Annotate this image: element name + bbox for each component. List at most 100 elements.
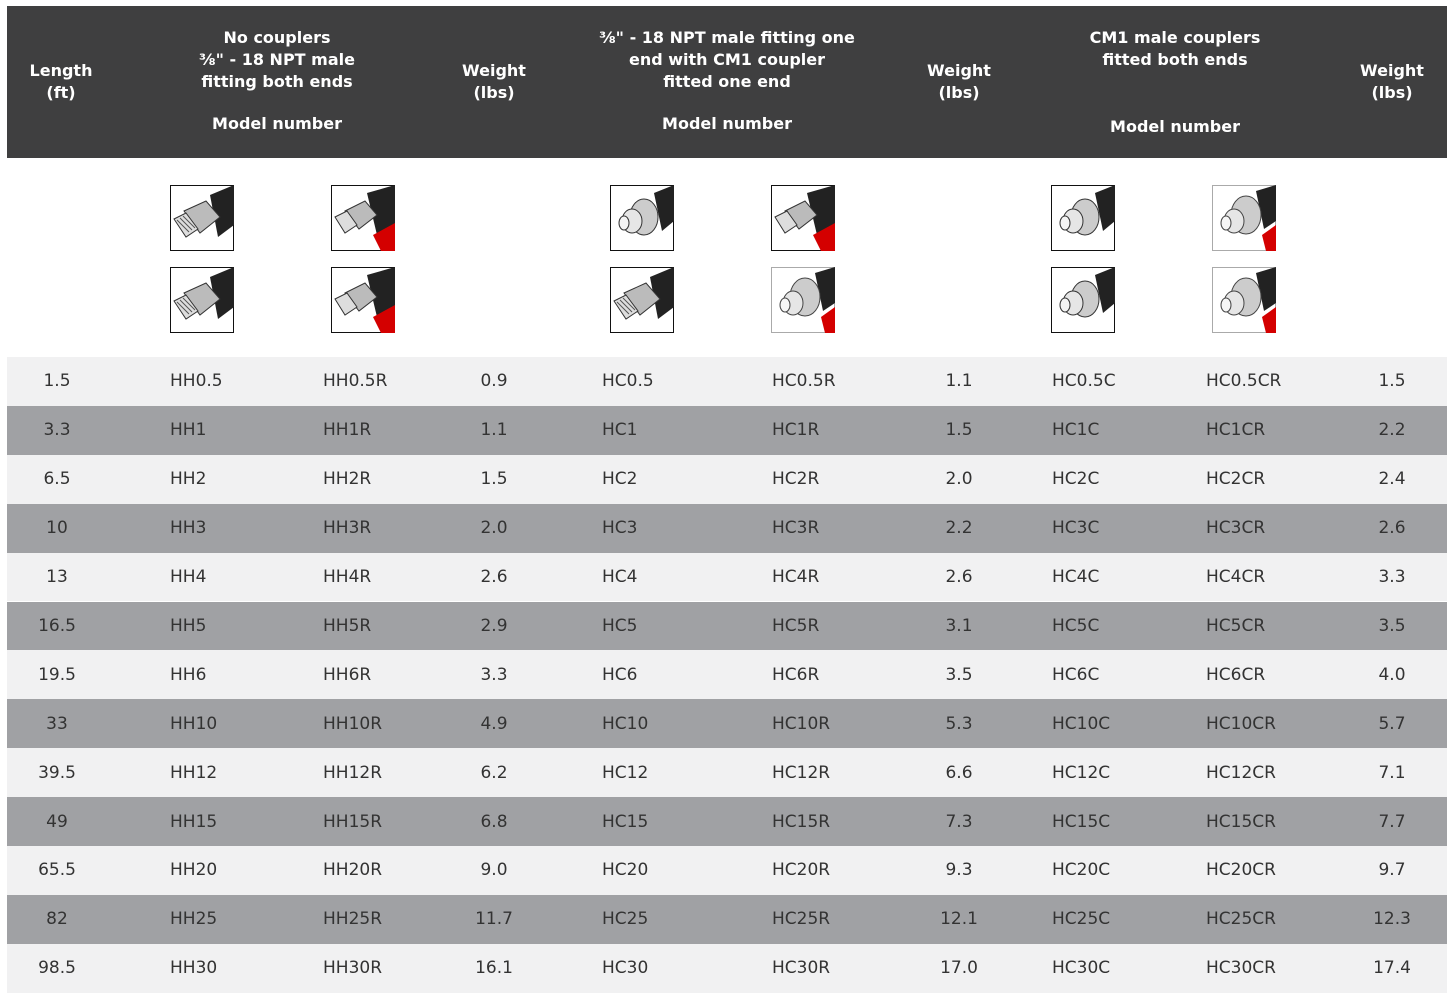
- table-cell: HH0.5: [170, 371, 223, 392]
- group-title: fitting both ends: [201, 72, 353, 91]
- group-subtitle: Model number: [212, 114, 342, 133]
- header-bar: [7, 6, 1447, 158]
- table-cell: 2.9: [480, 615, 508, 636]
- table-cell: HC0.5C: [1052, 371, 1116, 392]
- group-title: end with CM1 coupler: [628, 50, 826, 69]
- icon: [1051, 185, 1115, 251]
- icon: [771, 185, 835, 251]
- table-cell: 1.1: [945, 371, 973, 392]
- table-cell: HC20C: [1052, 860, 1111, 881]
- table-cell: HH5R: [323, 615, 372, 636]
- table-cell: HC3C: [1052, 518, 1100, 539]
- icon: [1212, 267, 1276, 333]
- table-cell: 2.0: [480, 518, 508, 539]
- table-row: [7, 797, 1447, 846]
- table-row: [7, 454, 1447, 504]
- icon: [331, 267, 395, 333]
- table-cell: HH1R: [323, 420, 372, 441]
- table-cell: HC20R: [772, 860, 831, 881]
- table-cell: 3.3: [480, 664, 508, 685]
- table-cell: HC5CR: [1206, 615, 1266, 636]
- table-cell: HC1R: [772, 420, 820, 441]
- table-cell: HH20R: [323, 860, 383, 881]
- table-cell: 65.5: [38, 860, 76, 881]
- table-cell: HH0.5R: [323, 371, 388, 392]
- table-cell: 4.9: [480, 713, 508, 734]
- table-cell: 2.2: [945, 518, 973, 539]
- table-cell: HC4C: [1052, 567, 1100, 588]
- table-cell: 6.8: [480, 811, 508, 832]
- table-cell: HH20: [170, 860, 218, 881]
- table-cell: HH3: [170, 518, 207, 539]
- table-cell: HC0.5: [602, 371, 654, 392]
- table-cell: HC10C: [1052, 713, 1111, 734]
- column-header: Weight: [927, 61, 991, 80]
- table-cell: HC12: [602, 762, 649, 783]
- table-cell: HC25: [602, 909, 649, 930]
- table-cell: HC6R: [772, 664, 820, 685]
- group-title: CM1 male couplers: [1089, 28, 1261, 47]
- table-cell: 9.3: [945, 860, 973, 881]
- table-cell: 98.5: [38, 958, 76, 979]
- table-cell: HH25R: [323, 909, 383, 930]
- table-cell: HC4: [602, 567, 638, 588]
- table-cell: HC30: [602, 958, 649, 979]
- table-cell: HC15: [602, 811, 649, 832]
- table-cell: HC12CR: [1206, 762, 1276, 783]
- table-cell: HH1: [170, 420, 207, 441]
- table-cell: 1.1: [480, 420, 508, 441]
- group-title: ⅜" - 18 NPT male: [199, 50, 355, 69]
- table-cell: 1.5: [1378, 371, 1406, 392]
- table-cell: 3.3: [43, 420, 71, 441]
- table-cell: HC2R: [772, 469, 820, 490]
- icon: [170, 185, 234, 251]
- table-cell: HC20: [602, 860, 649, 881]
- table-cell: HC20CR: [1206, 860, 1276, 881]
- table-cell: 9.0: [480, 860, 508, 881]
- table-cell: HC25C: [1052, 909, 1111, 930]
- group-subtitle: Model number: [662, 114, 792, 133]
- table-cell: 19.5: [38, 664, 76, 685]
- table-row: [7, 357, 1447, 406]
- table-cell: HH10R: [323, 713, 383, 734]
- table-row: [7, 503, 1447, 553]
- table-row: [7, 405, 1447, 455]
- table-row: [7, 894, 1447, 944]
- table-row: [7, 748, 1447, 798]
- table-cell: 3.1: [945, 615, 973, 636]
- table-cell: HC15C: [1052, 811, 1111, 832]
- table-cell: HC5C: [1052, 615, 1100, 636]
- table-cell: HH10: [170, 713, 218, 734]
- table-cell: HH4: [170, 567, 207, 588]
- table-cell: HC30CR: [1206, 958, 1276, 979]
- table-cell: 3.5: [945, 664, 973, 685]
- table-cell: HC1C: [1052, 420, 1100, 441]
- table-cell: HH6: [170, 664, 207, 685]
- table-cell: HC6CR: [1206, 664, 1266, 685]
- table-cell: 10: [46, 518, 68, 539]
- icon: [1212, 185, 1276, 251]
- icon: [331, 185, 395, 251]
- table-cell: 6.6: [945, 762, 973, 783]
- table-cell: 2.2: [1378, 420, 1406, 441]
- table-cell: 17.4: [1373, 958, 1411, 979]
- table-cell: 17.0: [940, 958, 978, 979]
- table-cell: 6.2: [480, 762, 508, 783]
- column-header: Weight: [1360, 61, 1424, 80]
- table-cell: HC5R: [772, 615, 820, 636]
- table-cell: 1.5: [945, 420, 973, 441]
- table-cell: HH4R: [323, 567, 372, 588]
- table-cell: HC30C: [1052, 958, 1111, 979]
- table-cell: 16.1: [475, 958, 513, 979]
- table-cell: 4.0: [1378, 664, 1406, 685]
- table-row: [7, 650, 1447, 700]
- table-cell: 3.3: [1378, 567, 1406, 588]
- table-cell: HH2R: [323, 469, 372, 490]
- group-title: fitted both ends: [1102, 50, 1248, 69]
- table-cell: HC25R: [772, 909, 831, 930]
- table-cell: 9.7: [1378, 860, 1406, 881]
- table-cell: HC1CR: [1206, 420, 1266, 441]
- table-cell: 16.5: [38, 615, 76, 636]
- table-cell: 11.7: [475, 909, 513, 930]
- table-cell: HH12: [170, 762, 218, 783]
